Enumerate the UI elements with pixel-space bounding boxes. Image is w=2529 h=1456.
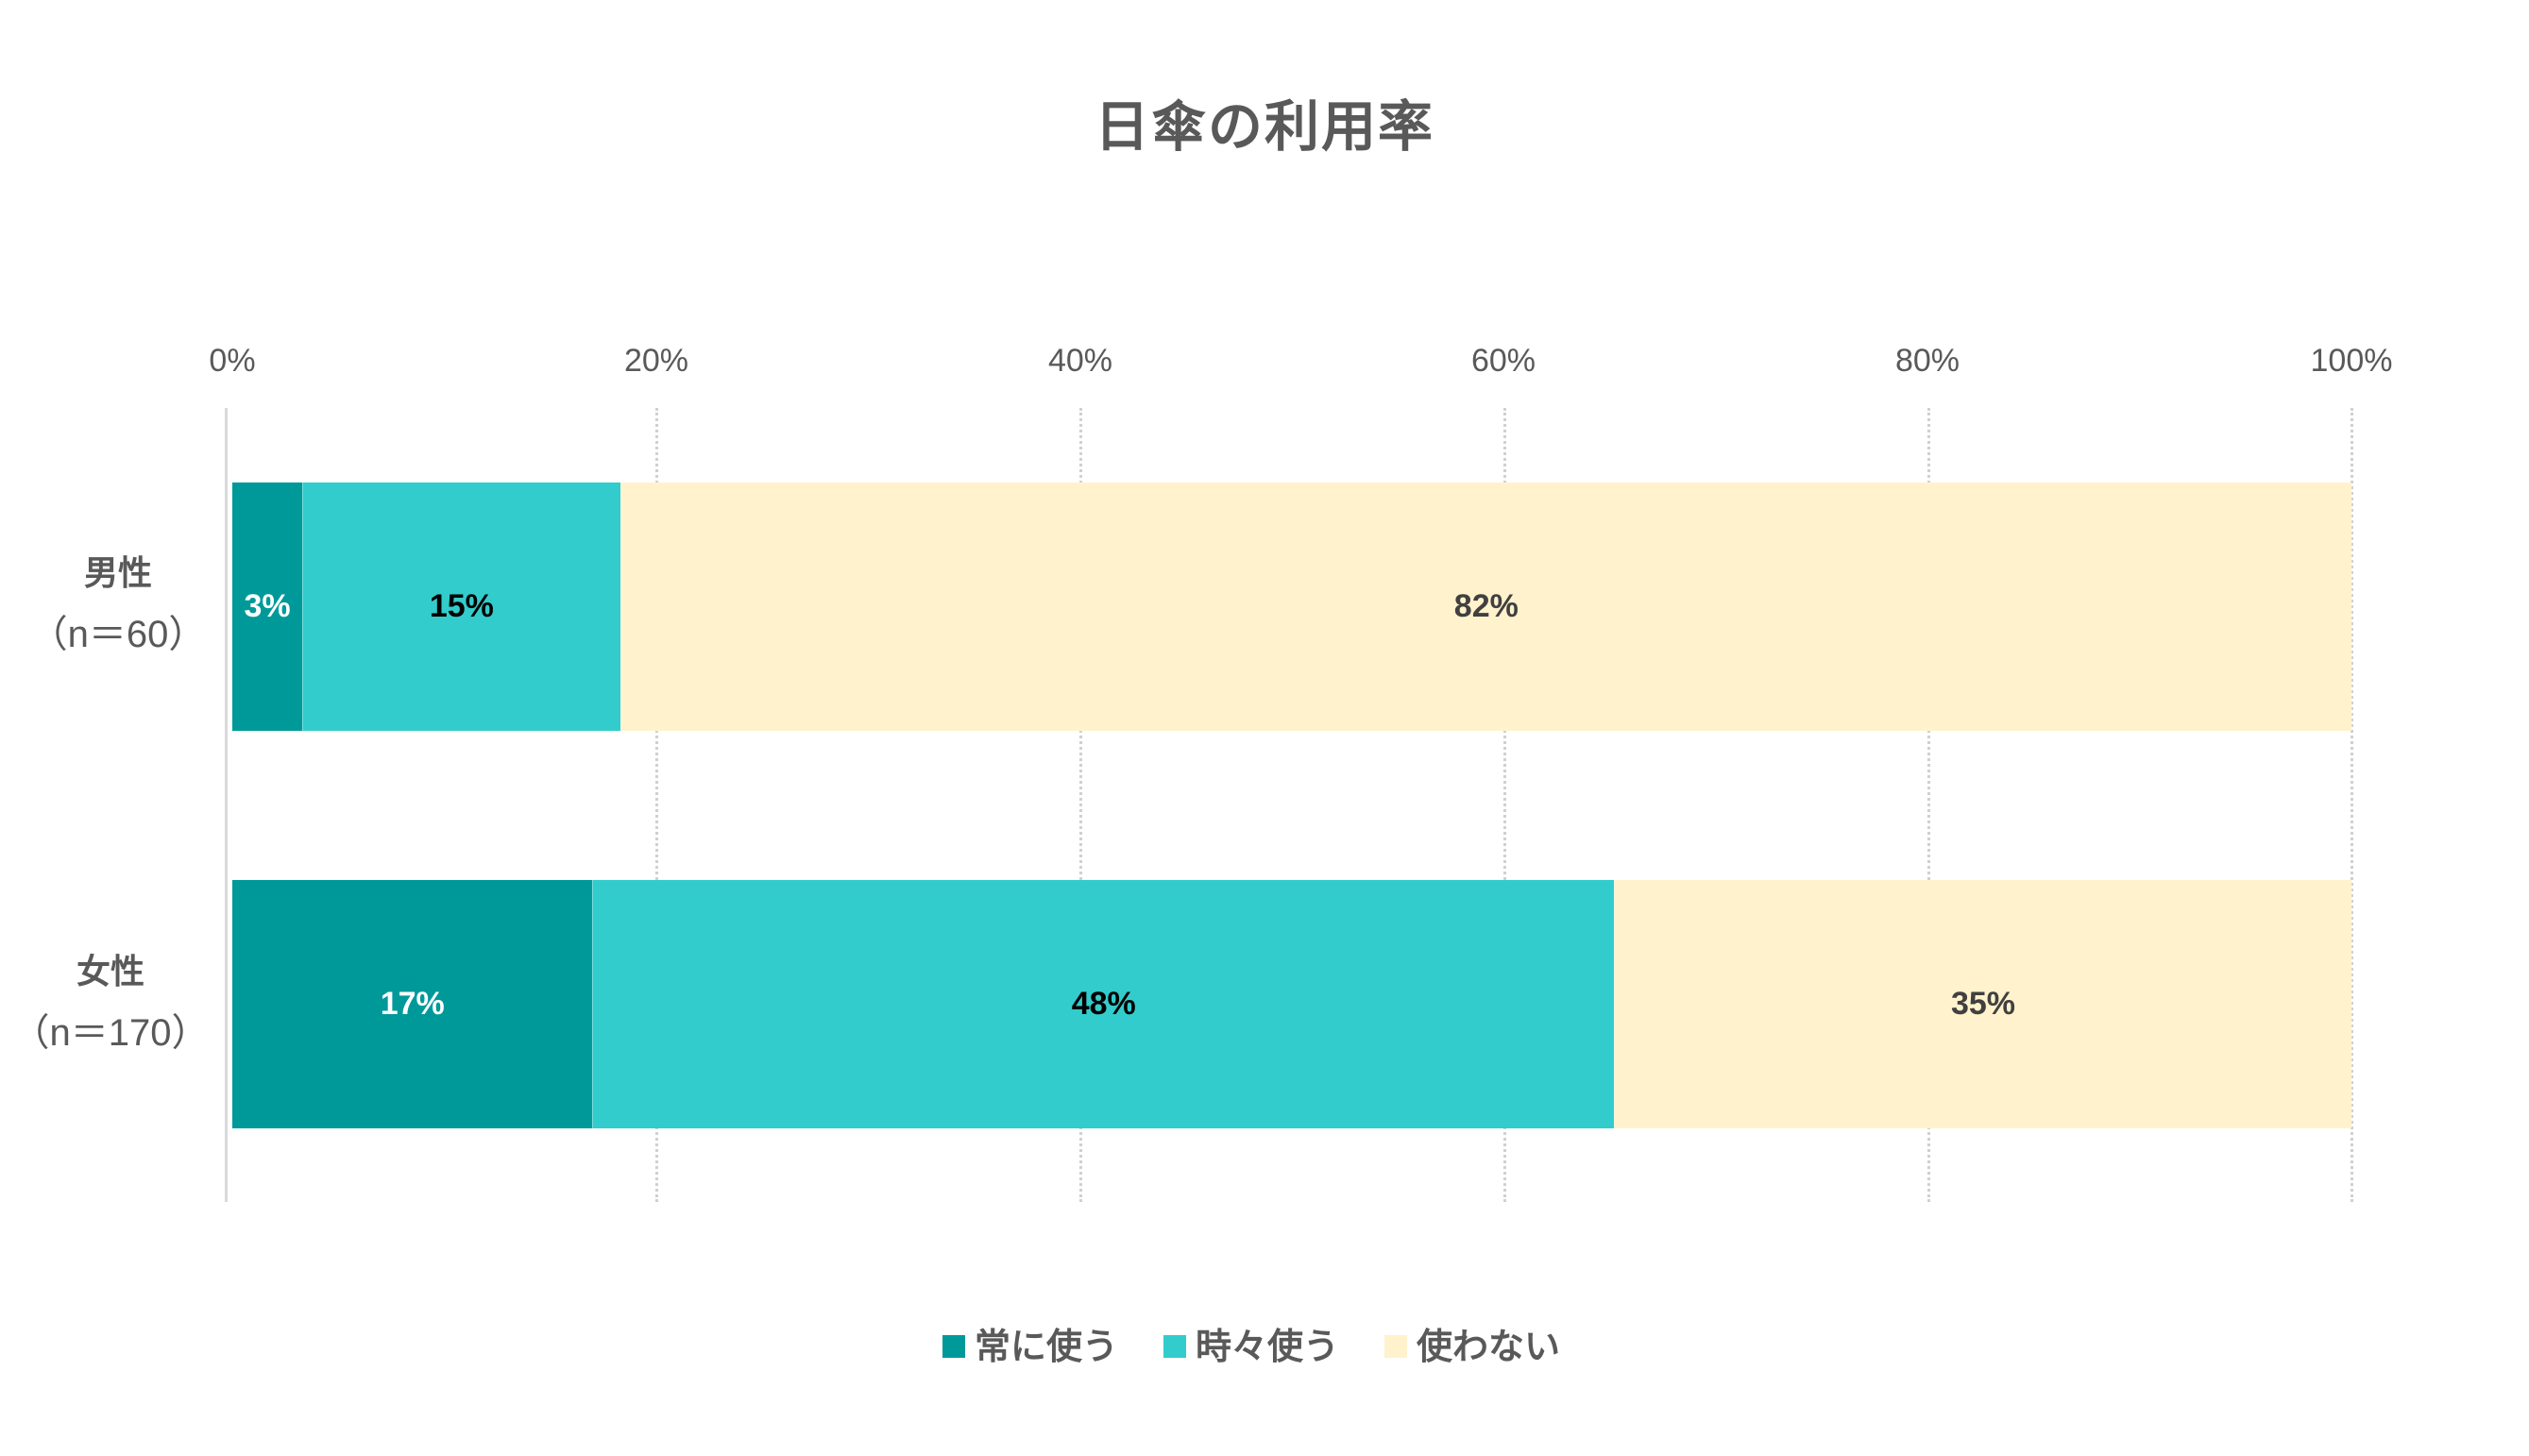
category-name: 女性 bbox=[76, 953, 144, 991]
data-label: 3% bbox=[244, 588, 291, 624]
data-label: 35% bbox=[1950, 986, 2016, 1022]
gridline-20 bbox=[655, 408, 658, 1202]
legend-swatch-icon bbox=[1384, 1335, 1407, 1358]
x-tick-label: 60% bbox=[1470, 343, 1536, 379]
data-label: 17% bbox=[380, 986, 445, 1022]
bar-segment-always[interactable]: 3% bbox=[232, 483, 303, 731]
data-label: 82% bbox=[1453, 588, 1519, 624]
x-tick-label: 40% bbox=[1047, 343, 1113, 379]
bar-segment-never[interactable]: 82% bbox=[620, 483, 2351, 731]
gridline-100 bbox=[2351, 408, 2353, 1202]
legend-swatch-icon bbox=[1163, 1335, 1186, 1358]
x-tick-label: 80% bbox=[1894, 343, 1960, 379]
sample-size: （n＝170） bbox=[11, 1012, 210, 1054]
y-axis-line bbox=[225, 408, 228, 1202]
legend-label: 使わない bbox=[1417, 1326, 1561, 1367]
legend-label: 時々使う bbox=[1195, 1326, 1339, 1367]
bar-segment-never[interactable]: 35% bbox=[1614, 880, 2351, 1128]
data-label: 48% bbox=[1071, 986, 1136, 1022]
category-label-male: 男性 （n＝60） bbox=[9, 544, 227, 665]
gridline-40 bbox=[1079, 408, 1082, 1202]
legend-swatch-icon bbox=[942, 1335, 965, 1358]
chart-title: 日傘の利用率 bbox=[1094, 94, 1434, 159]
legend-item-sometimes[interactable]: 時々使う bbox=[1163, 1322, 1339, 1371]
legend: 常に使う 時々使う 使わない bbox=[0, 1322, 2516, 1371]
bar-segment-sometimes[interactable]: 48% bbox=[592, 880, 1615, 1128]
bar-segment-sometimes[interactable]: 15% bbox=[302, 483, 620, 731]
legend-label: 常に使う bbox=[974, 1326, 1118, 1367]
plot-area: 0% 20% 40% 60% 80% 100% 3% 15% 82% 17% 4… bbox=[209, 343, 2392, 1202]
legend-item-always[interactable]: 常に使う bbox=[942, 1322, 1118, 1371]
bar-male: 3% 15% 82% bbox=[232, 483, 2351, 731]
x-tick-label: 100% bbox=[2310, 343, 2393, 379]
sample-size: （n＝60） bbox=[29, 614, 207, 655]
category-label-female: 女性 （n＝170） bbox=[2, 942, 219, 1063]
gridline-80 bbox=[1927, 408, 1930, 1202]
bar-female: 17% 48% 35% bbox=[232, 880, 2351, 1128]
gridline-60 bbox=[1503, 408, 1506, 1202]
legend-item-never[interactable]: 使わない bbox=[1384, 1322, 1560, 1371]
data-label: 15% bbox=[429, 588, 494, 624]
bar-segment-always[interactable]: 17% bbox=[232, 880, 593, 1128]
x-tick-label: 20% bbox=[623, 343, 689, 379]
x-tick-label: 0% bbox=[209, 343, 256, 379]
category-name: 男性 bbox=[83, 554, 152, 593]
